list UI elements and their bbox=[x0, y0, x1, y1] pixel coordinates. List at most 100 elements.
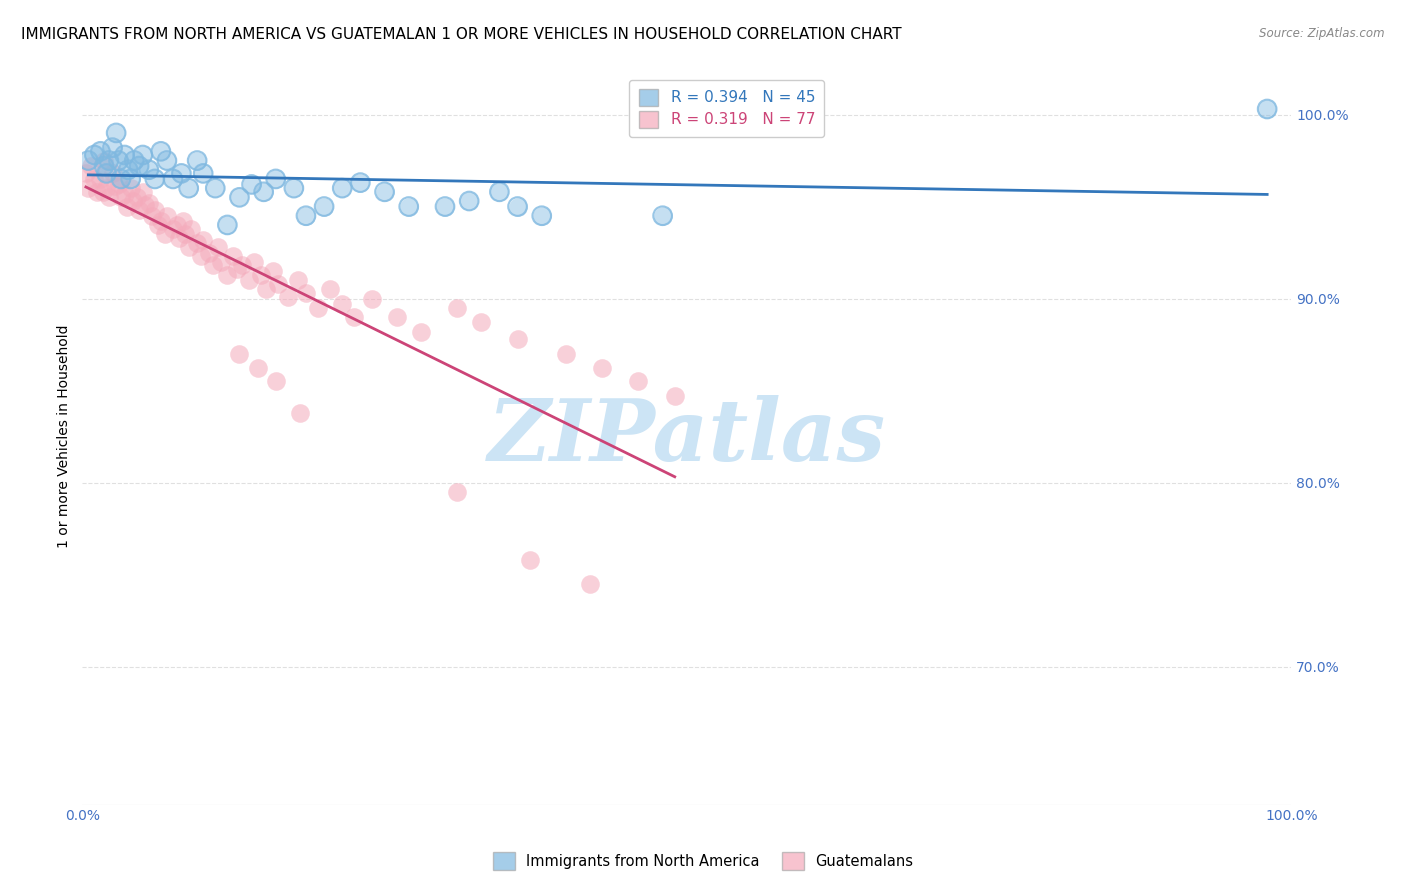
Point bbox=[110, 172, 132, 186]
Point bbox=[132, 148, 155, 162]
Y-axis label: 1 or more Vehicles in Household: 1 or more Vehicles in Household bbox=[58, 325, 72, 549]
Point bbox=[1256, 102, 1278, 116]
Legend: Immigrants from North America, Guatemalans: Immigrants from North America, Guatemala… bbox=[486, 847, 920, 876]
Point bbox=[107, 153, 129, 168]
Point bbox=[156, 153, 179, 168]
Point bbox=[114, 148, 136, 162]
Point bbox=[107, 178, 129, 192]
Point bbox=[96, 166, 118, 180]
Point bbox=[264, 172, 287, 186]
Point bbox=[110, 190, 132, 204]
Point bbox=[361, 292, 384, 306]
Point bbox=[101, 141, 124, 155]
Point bbox=[343, 310, 366, 324]
Point bbox=[115, 200, 138, 214]
Point bbox=[253, 185, 276, 199]
Point bbox=[114, 186, 136, 201]
Point bbox=[89, 172, 111, 186]
Point bbox=[77, 181, 100, 195]
Point bbox=[253, 185, 276, 199]
Point bbox=[149, 145, 172, 159]
Point bbox=[349, 176, 371, 190]
Point bbox=[217, 268, 239, 282]
Point bbox=[240, 178, 263, 192]
Point bbox=[295, 209, 318, 223]
Point bbox=[162, 172, 184, 186]
Point bbox=[277, 290, 299, 304]
Point bbox=[228, 190, 250, 204]
Point bbox=[149, 145, 172, 159]
Point bbox=[166, 218, 188, 232]
Point bbox=[506, 200, 529, 214]
Point bbox=[201, 259, 224, 273]
Point bbox=[93, 153, 115, 168]
Point bbox=[267, 277, 290, 291]
Point bbox=[530, 209, 553, 223]
Point bbox=[330, 297, 353, 311]
Point bbox=[446, 301, 468, 315]
Point bbox=[1256, 102, 1278, 116]
Point bbox=[75, 166, 97, 180]
Point bbox=[434, 200, 457, 214]
Point bbox=[138, 195, 160, 210]
Point bbox=[193, 166, 215, 180]
Point bbox=[330, 181, 353, 195]
Point bbox=[124, 153, 146, 168]
Point bbox=[409, 325, 432, 339]
Point bbox=[117, 162, 139, 177]
Point bbox=[222, 249, 245, 263]
Point bbox=[374, 185, 396, 199]
Point bbox=[238, 273, 260, 287]
Point bbox=[295, 286, 318, 301]
Point bbox=[170, 166, 193, 180]
Point bbox=[207, 240, 229, 254]
Point bbox=[174, 227, 197, 241]
Point bbox=[254, 282, 277, 296]
Point bbox=[186, 153, 208, 168]
Point bbox=[446, 484, 468, 499]
Point bbox=[149, 214, 172, 228]
Point bbox=[180, 221, 202, 235]
Text: Source: ZipAtlas.com: Source: ZipAtlas.com bbox=[1260, 27, 1385, 40]
Text: ZIPatlas: ZIPatlas bbox=[488, 395, 886, 478]
Point bbox=[96, 181, 118, 195]
Point bbox=[177, 181, 200, 195]
Point bbox=[162, 172, 184, 186]
Point bbox=[89, 145, 111, 159]
Point bbox=[177, 181, 200, 195]
Point bbox=[134, 197, 156, 211]
Point bbox=[177, 240, 200, 254]
Point bbox=[97, 153, 120, 168]
Point bbox=[226, 262, 249, 277]
Point bbox=[190, 249, 212, 263]
Legend: R = 0.394   N = 45, R = 0.319   N = 77: R = 0.394 N = 45, R = 0.319 N = 77 bbox=[630, 80, 824, 136]
Point bbox=[156, 153, 179, 168]
Point bbox=[186, 153, 208, 168]
Point bbox=[93, 159, 115, 173]
Point bbox=[519, 553, 541, 567]
Point bbox=[86, 185, 108, 199]
Point bbox=[83, 148, 105, 162]
Point bbox=[124, 153, 146, 168]
Point bbox=[530, 209, 553, 223]
Point bbox=[186, 236, 208, 251]
Point bbox=[434, 200, 457, 214]
Point bbox=[97, 153, 120, 168]
Point bbox=[105, 126, 128, 140]
Point bbox=[138, 162, 160, 177]
Point bbox=[148, 218, 170, 232]
Text: IMMIGRANTS FROM NORTH AMERICA VS GUATEMALAN 1 OR MORE VEHICLES IN HOUSEHOLD CORR: IMMIGRANTS FROM NORTH AMERICA VS GUATEMA… bbox=[21, 27, 901, 42]
Point bbox=[506, 200, 529, 214]
Point bbox=[243, 254, 266, 268]
Point bbox=[627, 375, 650, 389]
Point bbox=[307, 301, 329, 315]
Point bbox=[143, 172, 166, 186]
Point bbox=[398, 200, 420, 214]
Point bbox=[664, 389, 686, 403]
Point bbox=[217, 218, 239, 232]
Point bbox=[579, 576, 602, 591]
Point bbox=[120, 172, 142, 186]
Point bbox=[114, 148, 136, 162]
Point bbox=[217, 218, 239, 232]
Point bbox=[110, 172, 132, 186]
